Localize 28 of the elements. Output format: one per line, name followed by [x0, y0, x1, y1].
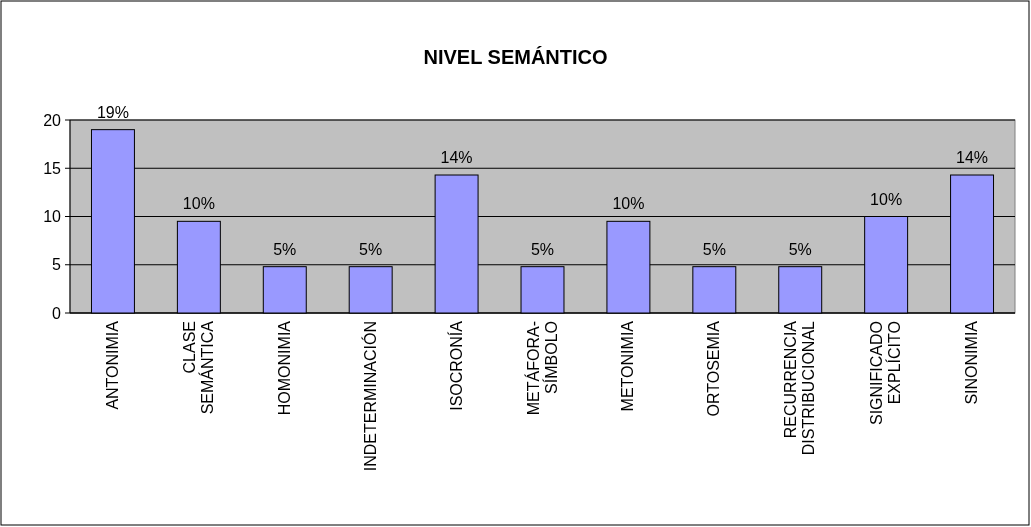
data-label: 5% [359, 240, 383, 258]
data-label: 5% [530, 240, 555, 258]
x-tick-label: SINONIMIA [963, 320, 981, 405]
y-tick-label: 5 [52, 256, 62, 274]
x-tick-label: CLASE SEMÁNTICA [180, 320, 216, 415]
x-tick-label: ANTONIMIA [103, 320, 121, 410]
data-label: 19% [96, 103, 129, 121]
y-tick-label: 10 [43, 208, 62, 226]
data-label: 5% [702, 240, 726, 258]
x-tick-label: RECURRENCIA DISTRIBUCIONAL [782, 320, 818, 456]
x-tick-label: METONIMIA [619, 320, 637, 412]
x-tick-label: ORTOSEMIA [705, 320, 723, 417]
x-tick-label: INDETERMINACIÓN [360, 321, 379, 472]
y-tick-label: 15 [43, 159, 62, 177]
x-tick-label: SIGNIFICADO EXPLÍCITO [868, 321, 904, 426]
x-tick-label: METÁFORA-SÍMBOLO [523, 321, 560, 416]
x-tick-label: HOMONIMIA [275, 320, 293, 416]
y-tick-label: 0 [52, 304, 62, 322]
data-label: 5% [273, 240, 297, 258]
data-label: 10% [870, 190, 903, 208]
data-label: 10% [182, 195, 215, 213]
data-label: 10% [612, 195, 645, 213]
y-tick-label: 20 [43, 111, 62, 129]
data-label: 14% [440, 149, 473, 167]
data-label: 14% [956, 149, 989, 167]
data-label: 5% [788, 240, 812, 258]
chart-title: NIVEL SEMÁNTICO [423, 46, 608, 68]
x-tick-label: ISOCRONÍA [446, 320, 465, 411]
